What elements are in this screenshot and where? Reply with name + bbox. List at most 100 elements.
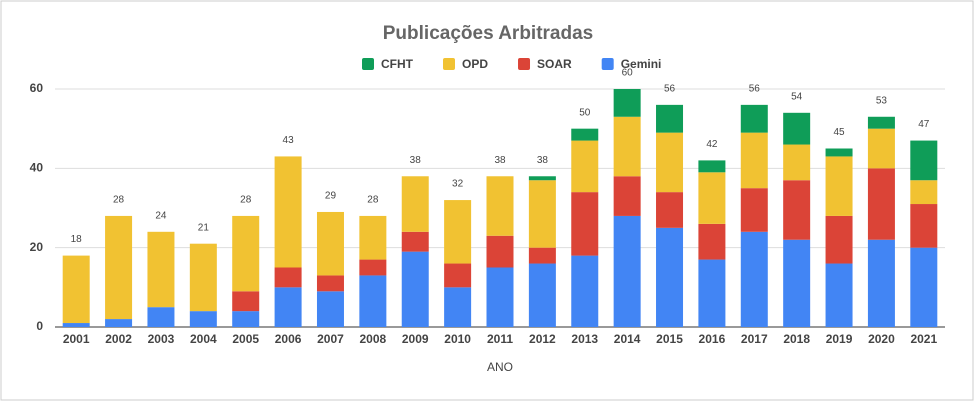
bar-segment xyxy=(316,211,344,276)
bar-segment xyxy=(62,323,90,327)
legend-swatch xyxy=(362,58,374,70)
bar-segment xyxy=(740,188,768,232)
x-tick-label: 2014 xyxy=(614,332,641,346)
bar-segment xyxy=(613,116,641,177)
bar-segment xyxy=(401,176,429,232)
bar-segment xyxy=(825,263,853,327)
bar-segment xyxy=(613,215,641,327)
x-tick-label: 2020 xyxy=(868,332,895,346)
bar-segment xyxy=(232,215,260,292)
legend-swatch xyxy=(518,58,531,70)
bar-segment xyxy=(783,144,811,181)
bar-segment xyxy=(698,223,726,260)
total-label: 28 xyxy=(240,195,252,206)
bar-segment xyxy=(232,291,260,312)
bar-segment xyxy=(359,215,387,260)
bar-segment xyxy=(867,128,895,169)
bar-segment xyxy=(867,116,895,129)
y-tick-label: 20 xyxy=(30,240,44,254)
bar-segment xyxy=(783,239,811,327)
y-tick-label: 60 xyxy=(30,81,44,95)
bar-segment xyxy=(867,239,895,327)
chart-title: Publicações Arbitradas xyxy=(383,23,593,44)
x-tick-label: 2004 xyxy=(190,332,217,346)
x-tick-label: 2021 xyxy=(910,332,937,346)
x-tick-label: 2018 xyxy=(783,332,810,346)
bar-segment xyxy=(740,132,768,189)
bar-segment xyxy=(698,172,726,224)
bar-segment xyxy=(62,255,90,324)
total-label: 45 xyxy=(833,127,845,138)
legend-label: CFHT xyxy=(381,57,414,71)
bar-segment xyxy=(528,176,556,181)
total-label: 28 xyxy=(113,195,125,206)
bar-segment xyxy=(656,132,684,193)
x-tick-label: 2019 xyxy=(826,332,853,346)
bar-segment xyxy=(825,148,853,157)
bar-segment xyxy=(910,204,938,248)
total-label: 29 xyxy=(325,191,337,202)
bar-segment xyxy=(867,168,895,240)
bar-segment xyxy=(528,180,556,248)
total-label: 24 xyxy=(155,210,167,221)
bar-segment xyxy=(401,231,429,252)
bar-segment xyxy=(910,180,938,205)
bar-segment xyxy=(444,263,472,288)
x-tick-label: 2007 xyxy=(317,332,344,346)
x-tick-label: 2017 xyxy=(741,332,768,346)
x-tick-label: 2006 xyxy=(275,332,302,346)
bar-segment xyxy=(613,89,641,117)
total-label: 56 xyxy=(664,84,676,95)
bar-segment xyxy=(698,259,726,327)
x-tick-label: 2011 xyxy=(487,332,513,346)
x-tick-label: 2016 xyxy=(699,332,726,346)
legend-label: Gemini xyxy=(621,57,662,71)
bar-segment xyxy=(105,215,133,320)
x-axis-label: ANO xyxy=(487,360,513,374)
bar-segment xyxy=(189,243,217,312)
bar-segment xyxy=(274,267,302,288)
bar-segment xyxy=(571,128,599,141)
legend-label: SOAR xyxy=(537,57,572,71)
total-label: 38 xyxy=(537,155,549,166)
x-tick-label: 2012 xyxy=(529,332,556,346)
bar-segment xyxy=(656,104,684,133)
x-tick-label: 2013 xyxy=(571,332,598,346)
bar-segment xyxy=(359,275,387,327)
total-label: 38 xyxy=(494,155,506,166)
bar-segment xyxy=(444,287,472,327)
y-tick-label: 40 xyxy=(30,161,44,175)
total-label: 53 xyxy=(876,95,888,106)
legend-swatch xyxy=(443,58,455,70)
total-label: 42 xyxy=(706,139,718,150)
bar-segment xyxy=(401,251,429,327)
x-tick-label: 2009 xyxy=(402,332,429,346)
legend-swatch xyxy=(601,58,614,70)
bar-segment xyxy=(147,307,175,327)
bar-segment xyxy=(359,259,387,276)
bar-segment xyxy=(232,311,260,327)
bar-segment xyxy=(316,291,344,327)
bar-segment xyxy=(105,319,133,327)
bar-segment xyxy=(571,192,599,256)
bar-segment xyxy=(910,140,938,181)
total-label: 47 xyxy=(918,119,930,130)
bar-segment xyxy=(698,160,726,173)
bar-segment xyxy=(783,180,811,240)
x-tick-label: 2005 xyxy=(232,332,259,346)
total-label: 28 xyxy=(367,195,379,206)
bar-segment xyxy=(444,200,472,264)
bar-segment xyxy=(910,247,938,327)
total-label: 54 xyxy=(791,91,803,102)
bar-segment xyxy=(528,247,556,264)
x-tick-label: 2008 xyxy=(360,332,387,346)
bar-segment xyxy=(656,192,684,228)
bar-segment xyxy=(825,156,853,216)
bar-segment xyxy=(571,255,599,327)
x-tick-label: 2003 xyxy=(148,332,175,346)
bar-segment xyxy=(825,215,853,264)
total-label: 38 xyxy=(410,155,422,166)
bar-segment xyxy=(274,156,302,268)
